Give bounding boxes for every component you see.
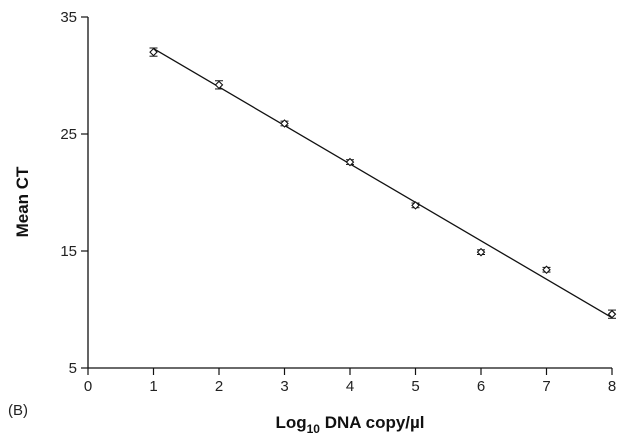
data-point bbox=[149, 47, 158, 57]
data-point bbox=[280, 119, 289, 128]
panel-label: (B) bbox=[8, 402, 28, 419]
data-point bbox=[607, 309, 617, 319]
x-axis-title-subscript: 10 bbox=[307, 422, 321, 436]
data-points bbox=[149, 47, 617, 319]
data-point bbox=[476, 247, 486, 257]
x-axis-title: Log10 DNA copy/µl bbox=[275, 413, 424, 436]
x-tick-label: 4 bbox=[346, 378, 354, 395]
y-tick-label: 5 bbox=[69, 360, 77, 377]
diamond-marker bbox=[411, 201, 420, 210]
y-tick-label: 15 bbox=[60, 243, 77, 260]
data-point bbox=[345, 157, 355, 167]
diamond-marker bbox=[149, 47, 158, 57]
diamond-marker bbox=[607, 309, 617, 319]
diamond-marker bbox=[345, 157, 355, 167]
y-tick-label: 25 bbox=[60, 126, 77, 143]
x-tick-label: 5 bbox=[411, 378, 419, 395]
y-tick-label: 35 bbox=[60, 9, 77, 26]
diamond-marker bbox=[542, 265, 551, 274]
fit-line-group bbox=[153, 48, 613, 319]
axes bbox=[87, 17, 612, 369]
y-axis-title: Mean CT bbox=[13, 166, 32, 237]
x-axis-title-main: Log bbox=[275, 413, 306, 432]
ticks: 0 1 2 3 4 5 6 7 8 5 15 25 35 bbox=[60, 9, 616, 395]
diamond-marker bbox=[476, 247, 486, 257]
data-point bbox=[411, 201, 420, 210]
diamond-marker bbox=[214, 80, 224, 90]
fit-line bbox=[153, 48, 613, 319]
x-tick-label: 1 bbox=[149, 378, 157, 395]
x-tick-label: 6 bbox=[477, 378, 485, 395]
x-tick-label: 3 bbox=[280, 378, 288, 395]
data-point bbox=[214, 80, 224, 90]
x-tick-label: 7 bbox=[542, 378, 550, 395]
x-tick-label: 0 bbox=[84, 378, 92, 395]
x-tick-label: 8 bbox=[608, 378, 616, 395]
x-tick-label: 2 bbox=[215, 378, 223, 395]
x-axis-title-rest: DNA copy/µl bbox=[320, 413, 425, 432]
data-point bbox=[542, 265, 551, 274]
diamond-marker bbox=[280, 119, 289, 128]
